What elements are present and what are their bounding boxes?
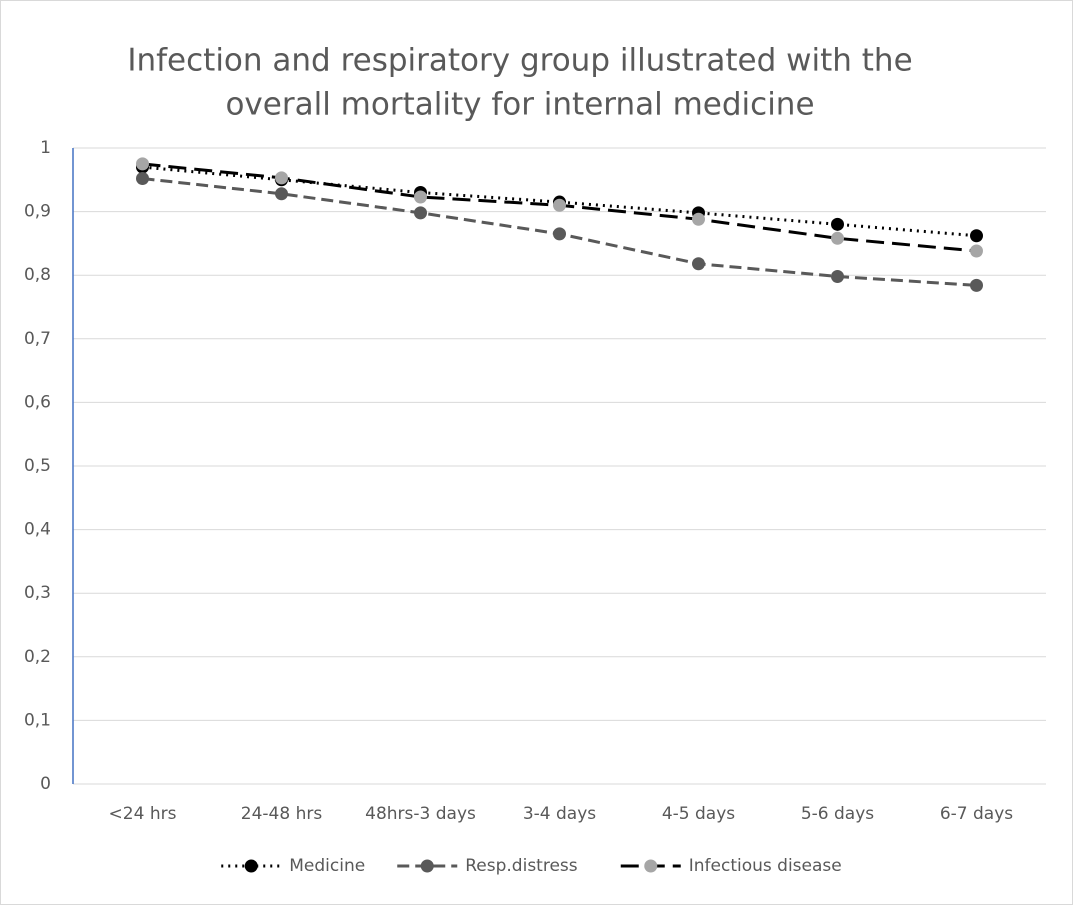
data-point xyxy=(414,206,427,220)
chart-title: Infection and respiratory group illustra… xyxy=(127,43,912,79)
data-point xyxy=(414,190,427,204)
y-tick-label: 0,4 xyxy=(24,520,51,540)
y-tick-label: 0,6 xyxy=(24,392,51,412)
data-point xyxy=(831,269,844,283)
y-tick-label: 0,8 xyxy=(24,265,51,285)
x-tick-label: 4-5 days xyxy=(662,804,735,824)
data-point xyxy=(136,157,149,171)
data-point xyxy=(970,244,983,258)
legend-label: Resp.distress xyxy=(465,856,578,876)
y-tick-label: 0,2 xyxy=(24,647,51,667)
data-point xyxy=(275,187,288,201)
y-tick-label: 0,1 xyxy=(24,710,51,730)
x-tick-label: <24 hrs xyxy=(109,804,177,824)
data-point xyxy=(553,227,566,241)
legend-swatch-marker xyxy=(244,859,258,873)
legend-label: Infectious disease xyxy=(689,856,842,876)
x-tick-label: 6-7 days xyxy=(940,804,1013,824)
data-point xyxy=(136,172,149,186)
y-tick-label: 0,5 xyxy=(24,456,51,476)
y-tick-label: 0 xyxy=(40,774,51,794)
x-tick-label: 48hrs-3 days xyxy=(365,804,476,824)
legend-swatch-marker xyxy=(644,859,658,873)
data-point xyxy=(692,257,705,271)
data-point xyxy=(831,217,844,231)
chart-title: overall mortality for internal medicine xyxy=(225,87,814,123)
data-point xyxy=(831,231,844,245)
legend-label: Medicine xyxy=(289,856,365,876)
data-point xyxy=(692,212,705,226)
y-tick-label: 0,7 xyxy=(24,329,51,349)
x-tick-label: 5-6 days xyxy=(801,804,874,824)
y-tick-label: 0,9 xyxy=(24,202,51,222)
data-point xyxy=(275,171,288,185)
data-point xyxy=(970,278,983,292)
x-tick-label: 24-48 hrs xyxy=(241,804,323,824)
x-tick-label: 3-4 days xyxy=(523,804,596,824)
y-tick-label: 0,3 xyxy=(24,583,51,603)
data-point xyxy=(970,229,983,243)
data-point xyxy=(553,198,566,212)
y-tick-label: 1 xyxy=(40,138,51,158)
legend-swatch-marker xyxy=(420,859,434,873)
